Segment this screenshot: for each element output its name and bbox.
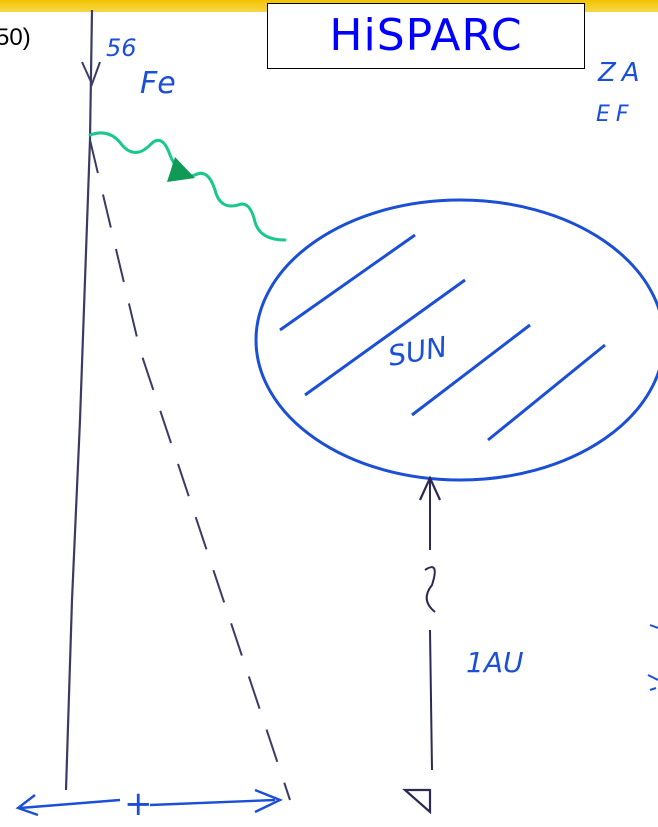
side-note-line1: ZA [598, 58, 646, 88]
distance-label: 1AU [466, 646, 524, 679]
trajectory-line [64, 9, 101, 791]
page-title: HiSPARC [329, 10, 523, 61]
double-arrow-icon [15, 788, 283, 817]
up-arrow-icon [418, 475, 442, 501]
marker-label: + [124, 784, 153, 824]
title-box: HiSPARC [267, 3, 585, 69]
sun-circle [254, 198, 658, 482]
distance-marker [402, 475, 442, 815]
wavy-photon [88, 131, 287, 242]
arrowhead-icon [81, 61, 101, 87]
edge-mark [647, 624, 658, 691]
particle-label-top: 56 [106, 34, 137, 62]
particle-label-bottom: Fe [140, 66, 176, 101]
photon-arrow-icon [167, 157, 195, 182]
down-arrow-icon [402, 788, 432, 815]
side-note-line2: EF [596, 102, 635, 127]
dashed-trajectory [89, 139, 291, 801]
cut-text: 50) [0, 24, 31, 51]
